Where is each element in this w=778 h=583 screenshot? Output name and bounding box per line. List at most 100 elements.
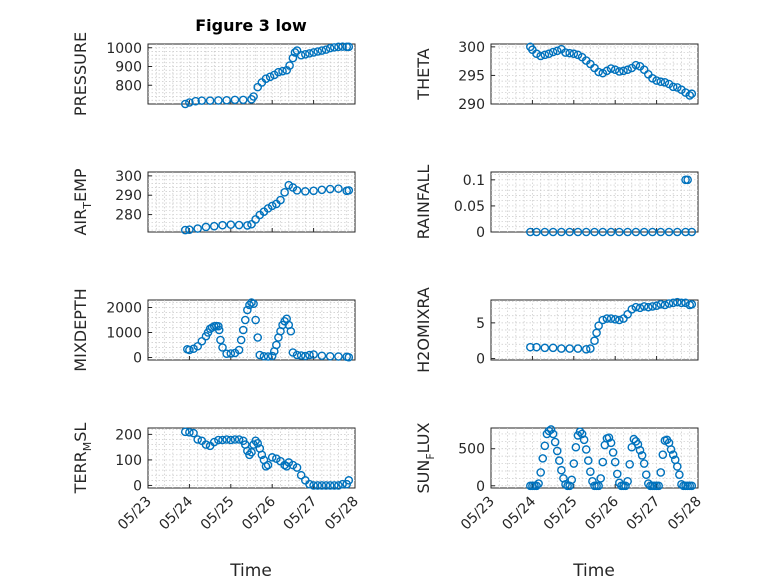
data-point — [180, 427, 190, 437]
y-tick-label: 0 — [476, 479, 485, 495]
data-point — [675, 470, 684, 479]
data-point — [548, 429, 558, 439]
data-point — [610, 65, 620, 75]
data-point — [325, 481, 335, 490]
y-axis-label: RAINFALL — [414, 165, 433, 240]
y-tick-label: 900 — [115, 60, 142, 76]
y-axis-label: AIRTEMP — [71, 168, 94, 235]
data-point — [652, 76, 661, 85]
data-point — [193, 224, 202, 233]
data-point — [639, 459, 649, 468]
data-point — [301, 187, 310, 196]
data-point — [687, 481, 697, 491]
y-tick-label: 300 — [458, 40, 485, 56]
data-point — [635, 303, 645, 313]
data-point — [557, 465, 566, 475]
data-point — [249, 299, 258, 309]
y-tick-label: 0 — [133, 351, 142, 367]
data-point — [285, 61, 294, 70]
data-point — [263, 352, 273, 361]
data-point — [660, 77, 670, 87]
data-point — [615, 67, 624, 76]
data-point — [687, 227, 697, 237]
data-point — [668, 82, 678, 92]
y-tick-label: 290 — [458, 97, 485, 113]
data-point — [565, 48, 574, 58]
data-point — [573, 227, 583, 237]
data-point — [234, 345, 244, 355]
data-point — [561, 48, 570, 57]
data-point — [594, 67, 603, 77]
data-point — [685, 91, 695, 100]
data-point — [552, 46, 562, 56]
data-point — [664, 299, 674, 308]
data-point — [313, 47, 323, 56]
data-point — [317, 185, 327, 195]
data-point — [222, 435, 231, 444]
data-point — [301, 351, 310, 361]
data-point — [606, 64, 616, 73]
data-point — [590, 227, 599, 237]
data-point — [673, 227, 682, 237]
data-point — [548, 343, 558, 353]
data-point — [185, 225, 194, 234]
data-point — [526, 227, 535, 237]
x-tick-label: 05/23 — [458, 494, 498, 534]
y-tick-label: 1000 — [106, 41, 142, 57]
data-point — [245, 300, 254, 310]
y-tick-label: 100 — [115, 453, 142, 469]
data-point — [540, 441, 550, 451]
data-point — [681, 227, 690, 237]
data-point — [245, 450, 254, 460]
subplot-3: 280 290 300 AIRTEMP — [71, 168, 356, 236]
data-series — [180, 42, 354, 109]
data-point — [619, 66, 628, 76]
grid-lines — [148, 428, 355, 488]
data-point — [532, 342, 541, 352]
data-point — [325, 43, 335, 53]
data-point — [334, 42, 343, 52]
y-tick-label: 300 — [115, 169, 142, 185]
data-point — [623, 477, 632, 486]
data-point — [226, 220, 236, 229]
data-point — [687, 299, 697, 309]
data-point — [557, 344, 566, 353]
data-point — [329, 481, 339, 490]
data-point — [317, 46, 327, 55]
data-point — [565, 227, 574, 237]
data-point — [544, 49, 554, 59]
y-axis-label-subscript: T — [81, 202, 94, 210]
data-point — [581, 344, 591, 354]
data-point — [608, 448, 618, 457]
data-point — [627, 304, 637, 314]
data-point — [205, 96, 215, 105]
data-point — [573, 50, 583, 60]
grid-lines — [491, 44, 698, 104]
data-point — [567, 475, 577, 485]
data-point — [238, 325, 248, 335]
figure-title: Figure 3 low — [195, 16, 307, 35]
y-axis-label: PRESSURE — [71, 32, 90, 116]
data-series — [526, 175, 697, 237]
y-axis-label: H2OMIXRA — [414, 287, 433, 373]
subplot-1: 800 900 1000 PRESSURE — [71, 32, 356, 116]
data-point — [305, 479, 314, 489]
data-point — [267, 351, 277, 361]
x-axis-label-right: Time — [572, 561, 615, 581]
data-point — [209, 221, 219, 231]
x-tick-label: 05/25 — [541, 494, 581, 534]
data-point — [658, 450, 668, 459]
data-point — [255, 350, 265, 360]
data-point — [296, 50, 306, 60]
data-point — [548, 227, 558, 237]
data-point — [334, 352, 343, 361]
data-point — [536, 468, 545, 477]
data-point — [610, 314, 620, 324]
data-point — [317, 481, 327, 490]
data-point — [292, 463, 302, 472]
data-point — [218, 435, 227, 445]
x-tick-label: 05/26 — [582, 493, 622, 533]
data-series — [180, 427, 354, 490]
grid-lines — [148, 44, 355, 104]
